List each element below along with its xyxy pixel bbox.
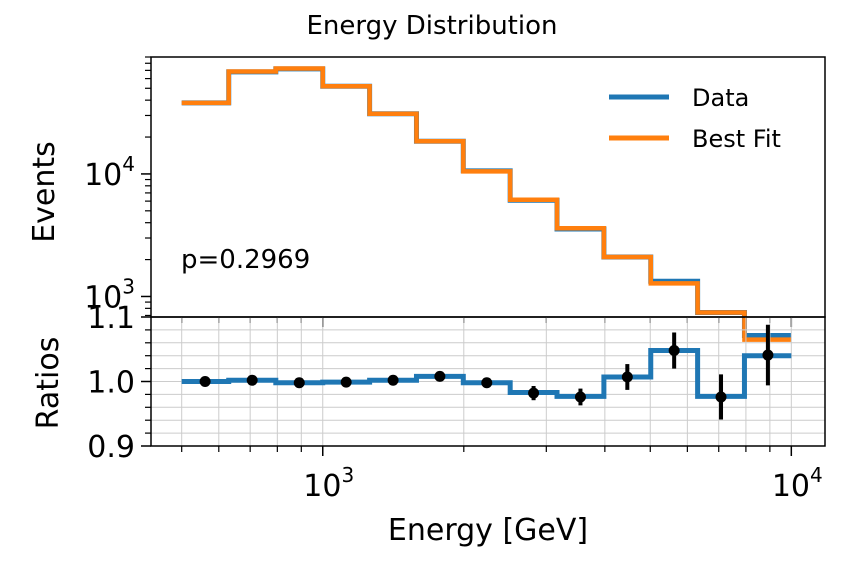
xtick-exponent: 4 — [810, 463, 823, 487]
bottom-panel: 0.91.01.1 103 104 — [87, 301, 826, 504]
bottom-ylabel: Ratios — [31, 337, 66, 430]
ratio-point — [528, 387, 540, 399]
bottom-frame — [150, 316, 826, 447]
bottom-xtick-label: 104 — [772, 463, 823, 504]
xtick-base: 10 — [303, 469, 341, 504]
ratio-step-path — [181, 348, 792, 399]
bottom-xtick-labels: 103 104 — [303, 463, 822, 504]
ratio-point — [762, 349, 774, 361]
xtick-exponent: 3 — [341, 463, 354, 487]
top-ytick-base: 10 — [84, 280, 122, 315]
top-ytick-label: 104 — [84, 152, 135, 193]
ratio-points — [199, 324, 774, 420]
p-value-annotation: p=0.2969 — [181, 245, 310, 275]
ratio-point — [621, 371, 633, 383]
bottom-ytick-label: 1.0 — [87, 366, 135, 401]
top-series-lines — [181, 66, 792, 342]
ratio-point — [481, 377, 493, 389]
series-line-best-fit — [181, 66, 792, 342]
legend-label-best-fit: Best Fit — [692, 125, 781, 153]
top-ytick-exponent: 3 — [122, 274, 135, 298]
bottom-xlabel: Energy [GeV] — [388, 513, 588, 548]
ratio-point — [293, 377, 305, 389]
ratio-point — [199, 376, 211, 387]
bottom-ytick-labels: 0.9 1.0 1.1 — [87, 301, 135, 465]
bottom-ytick-label: 0.9 — [87, 430, 135, 465]
ratio-point — [340, 376, 352, 388]
xtick-base: 10 — [772, 469, 810, 504]
bottom-xtick-label: 103 — [303, 463, 354, 504]
ratio-point — [434, 370, 446, 382]
legend: Data Best Fit — [609, 84, 781, 153]
top-ylabel: Events — [27, 141, 62, 243]
ratio-point — [574, 391, 586, 403]
ratio-point — [715, 391, 727, 403]
chart-title: Energy Distribution — [307, 11, 558, 41]
ratio-step-line — [181, 348, 792, 399]
top-ytick-label: 103 — [84, 274, 135, 315]
top-ytick-exponent: 4 — [122, 152, 135, 176]
top-ytick-base: 10 — [84, 158, 122, 193]
ratio-point — [668, 345, 680, 357]
ratio-point — [246, 374, 258, 386]
bottom-tick-marks — [141, 316, 793, 456]
ratio-point — [387, 374, 399, 386]
bottom-ytick-label: 1.1 — [87, 301, 135, 336]
legend-label-data: Data — [692, 84, 749, 112]
